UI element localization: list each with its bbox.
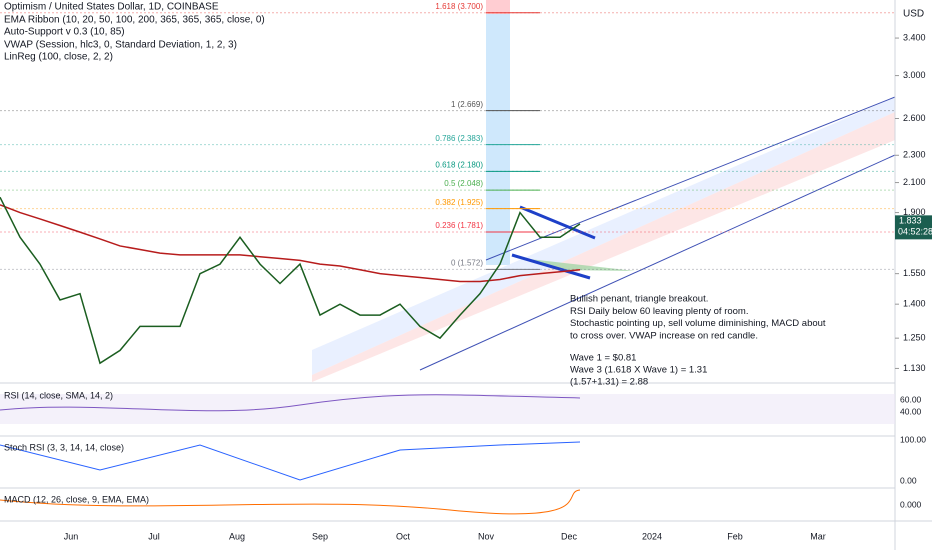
y-tick-label: 2.100: [903, 177, 926, 187]
note: Stochastic pointing up, sell volume dimi…: [570, 318, 826, 329]
price-line: [0, 196, 581, 365]
ema-line: [0, 204, 581, 283]
x-tick-label: Jun: [64, 531, 79, 541]
channel-line: [485, 96, 896, 261]
current-price: 1.833: [899, 216, 922, 226]
indicator: VWAP (Session, hlc3, 0, Standard Deviati…: [4, 40, 237, 51]
note: to cross over. VWAP increase on red cand…: [570, 330, 758, 341]
countdown: 04:52:28: [898, 227, 932, 237]
x-tick-label: Sep: [312, 531, 328, 541]
stoch-line: [0, 441, 581, 481]
fib-label: 0 (1.572): [451, 259, 483, 268]
panel-title: RSI (14, close, SMA, 14, 2): [4, 390, 113, 400]
x-tick-label: Aug: [229, 531, 245, 541]
y-tick-label: 1.130: [903, 363, 926, 373]
panel-tick: 100.00: [900, 434, 926, 444]
macd-line: [0, 489, 581, 515]
unit: USD: [903, 9, 924, 20]
y-tick-label: 1.550: [903, 268, 926, 278]
panel-tick: 60.00: [900, 394, 922, 404]
current-price-box: [895, 215, 932, 240]
indicator: LinReg (100, close, 2, 2): [4, 52, 113, 63]
panel-tick: 40.00: [900, 406, 922, 416]
x-tick-label: 2024: [642, 531, 662, 541]
channel-lower: [312, 112, 895, 382]
note: Wave 1 = $0.81: [570, 353, 636, 364]
y-tick-label: 1.900: [903, 207, 926, 217]
fib-label: 0.382 (1.925): [435, 198, 483, 207]
y-tick-label: 3.400: [903, 32, 926, 42]
x-tick-label: Dec: [561, 531, 578, 541]
title: Optimism / United States Dollar, 1D, COI…: [4, 2, 219, 13]
x-tick-label: Mar: [810, 531, 826, 541]
fib-label: 1.618 (3.700): [435, 2, 483, 11]
channel-upper: [312, 97, 895, 375]
rsi-line: [0, 394, 581, 412]
y-tick-label: 1.250: [903, 333, 926, 343]
note: Wave 3 (1.618 X Wave 1) = 1.31: [570, 365, 707, 376]
panel-tick: 0.000: [900, 499, 922, 509]
y-tick-label: 2.600: [903, 113, 926, 123]
note: RSI Daily below 60 leaving plenty of roo…: [570, 306, 748, 317]
indicator: Auto-Support v 0.3 (10, 85): [4, 27, 125, 38]
panel-title: MACD (12, 26, close, 9, EMA, EMA): [4, 494, 149, 504]
fib-label: 1 (2.669): [451, 100, 483, 109]
triangle: [520, 258, 635, 271]
note: (1.57+1.31) = 2.88: [570, 377, 648, 388]
x-tick-label: Jul: [148, 531, 160, 541]
fib-label: 0.618 (2.180): [435, 160, 483, 169]
panel-tick: 0.00: [900, 475, 917, 485]
fib-zone: [486, 0, 510, 265]
x-tick-label: Feb: [727, 531, 743, 541]
pennant: [511, 253, 591, 280]
indicator: EMA Ribbon (10, 20, 50, 100, 200, 365, 3…: [4, 15, 265, 26]
fib-label: 0.786 (2.383): [435, 134, 483, 143]
pennant: [519, 205, 596, 240]
fib-label: 0.5 (2.048): [444, 179, 483, 188]
x-tick-label: Nov: [478, 531, 495, 541]
fib-label: 0.236 (1.781): [435, 221, 483, 230]
x-tick-label: Oct: [396, 531, 411, 541]
channel-line: [419, 154, 896, 371]
panel-title: Stoch RSI (3, 3, 14, 14, close): [4, 442, 124, 452]
y-tick-label: 3.000: [903, 70, 926, 80]
fib-zone-top: [486, 0, 510, 14]
note: Bullish penant, triangle breakout.: [570, 294, 708, 305]
y-tick-label: 2.300: [903, 150, 926, 160]
y-tick-label: 1.400: [903, 299, 926, 309]
